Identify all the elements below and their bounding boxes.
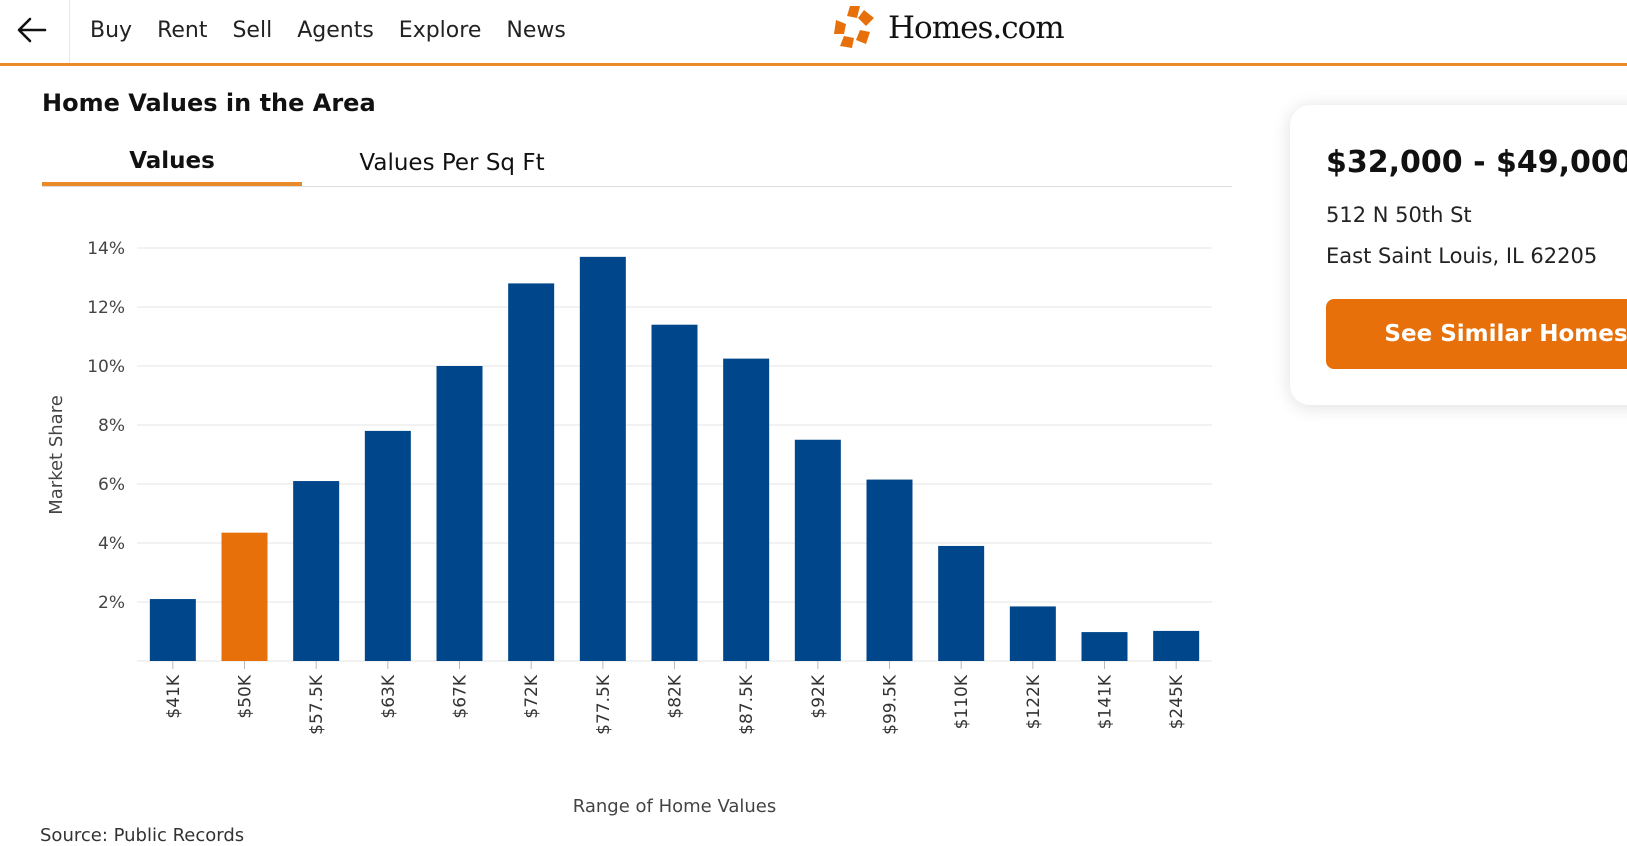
tab-values-per-sq-ft[interactable]: Values Per Sq Ft — [359, 150, 545, 176]
y-tick-label: 8% — [98, 416, 125, 436]
x-tick-label: $122K — [1024, 674, 1044, 729]
price-range: $32,000 - $49,000 — [1326, 145, 1627, 180]
top-navigation-bar: Buy Rent Sell Agents Explore News Homes.… — [0, 0, 1627, 66]
x-axis-title: Range of Home Values — [573, 796, 777, 817]
bar — [794, 439, 841, 661]
nav-link-sell[interactable]: Sell — [232, 17, 273, 43]
see-similar-homes-button[interactable]: See Similar Homes — [1326, 299, 1627, 369]
main-nav: Buy Rent Sell Agents Explore News — [90, 0, 591, 60]
y-tick-label: 12% — [87, 298, 125, 318]
value-tabs: Values Values Per Sq Ft — [42, 140, 1232, 187]
bar — [1081, 632, 1128, 661]
bar — [293, 481, 340, 661]
nav-link-explore[interactable]: Explore — [398, 17, 482, 43]
x-tick-label: $72K — [522, 674, 542, 718]
bar — [651, 324, 698, 661]
x-tick-label: $50K — [236, 674, 256, 718]
x-tick-label: $245K — [1167, 674, 1187, 729]
x-tick-label: $57.5K — [307, 674, 327, 735]
logo-text: Homes.com — [888, 10, 1065, 46]
logo-mark-icon — [834, 6, 874, 48]
nav-link-buy[interactable]: Buy — [90, 17, 133, 43]
nav-link-news[interactable]: News — [506, 17, 566, 43]
x-tick-label: $99.5K — [881, 674, 901, 735]
bar — [579, 256, 626, 661]
x-tick-label: $110K — [952, 674, 972, 729]
y-tick-label: 4% — [98, 534, 125, 554]
bar — [221, 532, 268, 661]
home-values-chart: 2% 4% 6% 8% 10% 12% 14% $41K $50K $57.5K $63K $67K $… — [46, 239, 1212, 817]
bar — [938, 545, 985, 661]
y-tick-label: 2% — [98, 593, 125, 613]
homes-logo[interactable]: Homes.com — [830, 0, 1065, 56]
section-title: Home Values in the Area — [42, 89, 376, 117]
nav-link-agents[interactable]: Agents — [297, 17, 374, 43]
x-tick-label: $141K — [1096, 674, 1116, 729]
x-tick-label: $77.5K — [594, 674, 614, 735]
bar — [723, 358, 770, 661]
nav-link-rent[interactable]: Rent — [157, 17, 208, 43]
property-value-card: $32,000 - $49,000 512 N 50th St East Sai… — [1290, 105, 1627, 405]
address-street: 512 N 50th St — [1326, 203, 1472, 227]
bar — [508, 283, 555, 661]
bar-chart-svg: 2% 4% 6% 8% 10% 12% 14% $41K $50K $57.5K $63K $67K $… — [46, 239, 1212, 817]
bar — [149, 599, 196, 661]
tab-values[interactable]: Values — [42, 140, 302, 186]
x-tick-label: $87.5K — [737, 674, 757, 735]
bar — [1153, 630, 1200, 661]
x-tick-label: $41K — [164, 674, 184, 718]
x-tick-label: $82K — [666, 674, 686, 718]
y-tick-label: 14% — [87, 239, 125, 259]
y-tick-label: 10% — [87, 357, 125, 377]
x-tick-label: $63K — [379, 674, 399, 718]
bar — [364, 430, 411, 661]
bar — [866, 479, 913, 661]
bar — [1009, 606, 1056, 661]
x-tick-label: $92K — [809, 674, 829, 718]
arrow-left-icon — [17, 17, 47, 43]
y-tick-label: 6% — [98, 475, 125, 495]
back-button[interactable] — [0, 0, 70, 63]
x-tick-label: $67K — [451, 674, 471, 718]
bar — [436, 366, 483, 661]
y-axis-title: Market Share — [46, 395, 67, 515]
address-city: East Saint Louis, IL 62205 — [1326, 244, 1598, 268]
data-source-note: Source: Public Records — [40, 825, 245, 846]
